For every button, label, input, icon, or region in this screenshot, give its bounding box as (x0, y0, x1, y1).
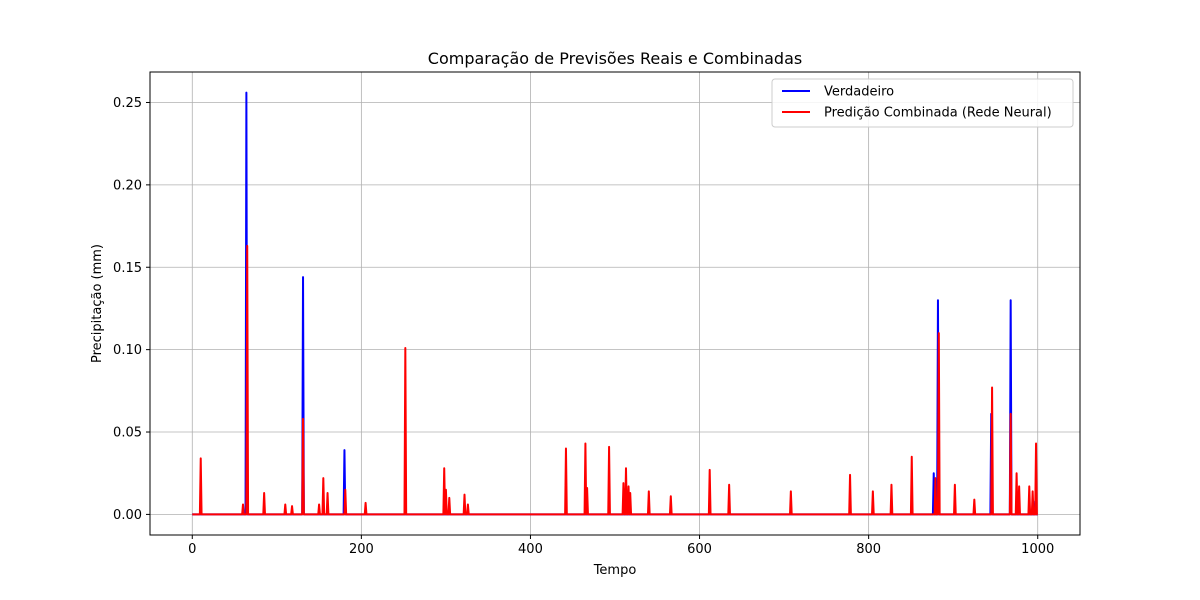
x-tick-label: 800 (856, 542, 881, 557)
x-axis-label: Tempo (593, 563, 637, 578)
y-tick-label: 0.10 (113, 343, 142, 358)
y-axis-label: Precipitação (mm) (90, 244, 105, 363)
ticks: 0 200 400 600 800 1000 0.00 0.05 0.10 0.15 0.20 0.2… (113, 96, 1054, 557)
chart-title: Comparação de Previsões Reais e Combinad… (428, 49, 802, 68)
plot-frame (149, 71, 1081, 536)
y-tick-label: 0.05 (113, 426, 142, 441)
legend: Verdadeiro Predição Combinada (Rede Neura… (771, 78, 1074, 128)
x-tick-label: 400 (518, 542, 543, 557)
y-tick-label: 0.25 (113, 96, 142, 111)
y-tick-label: 0.15 (113, 261, 142, 276)
series-layer (192, 91, 1038, 516)
series-line-2 (192, 244, 1038, 516)
x-tick-label: 600 (687, 542, 712, 557)
legend-label: Predição Combinada (Rede Neural) (824, 106, 1052, 121)
x-tick-label: 0 (188, 542, 196, 557)
y-tick-label: 0.20 (113, 178, 142, 193)
x-tick-label: 1000 (1021, 542, 1054, 557)
x-tick-label: 200 (349, 542, 374, 557)
legend-box (771, 78, 1074, 128)
legend-label: Verdadeiro (824, 85, 894, 100)
y-tick-label: 0.00 (113, 508, 142, 523)
